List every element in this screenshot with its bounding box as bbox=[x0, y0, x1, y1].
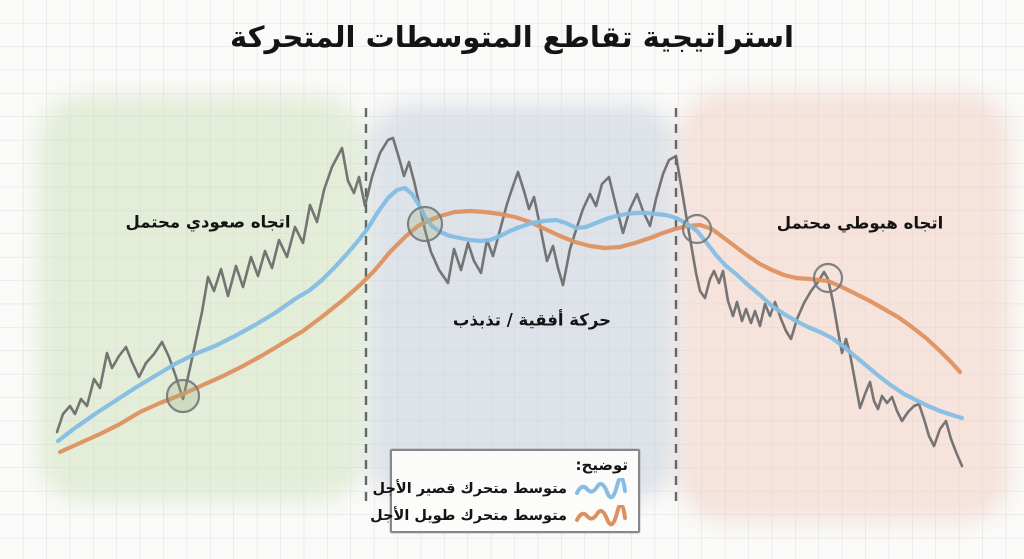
sideways-label: حركة أفقية / تذبذب bbox=[452, 310, 612, 330]
page-title: استراتيجية تقاطع المتوسطات المتحركة bbox=[230, 20, 794, 54]
legend-item-short-ma: متوسط متحرك قصير الأجل bbox=[373, 475, 628, 502]
crossover-marker bbox=[681, 213, 713, 245]
crossover-marker bbox=[812, 262, 844, 294]
legend-box: توضيح: متوسط متحرك قصير الأجل متوسط متحر… bbox=[370, 449, 640, 533]
legend-item-long-ma: متوسط متحرك طويل الأجل bbox=[370, 502, 628, 529]
legend-label-long-ma: متوسط متحرك طويل الأجل bbox=[370, 507, 567, 524]
long-ma-line bbox=[57, 208, 963, 455]
long-ma-swatch-icon bbox=[575, 504, 627, 526]
short-ma-line bbox=[55, 185, 965, 444]
crossover-marker bbox=[406, 205, 444, 243]
legend-label-short-ma: متوسط متحرك قصير الأجل bbox=[372, 480, 567, 497]
legend-heading: توضيح: bbox=[575, 456, 628, 474]
region-dividers bbox=[364, 108, 678, 506]
downtrend-label: اتجاه هبوطي محتمل bbox=[776, 213, 944, 233]
downtrend-region bbox=[678, 92, 1010, 522]
sideways-region bbox=[369, 104, 674, 500]
crossover-marker bbox=[165, 378, 201, 414]
price-line bbox=[55, 136, 964, 468]
crossover-markers bbox=[165, 205, 844, 414]
uptrend-label: اتجاه صعودي محتمل bbox=[125, 212, 291, 232]
short-ma-swatch-icon bbox=[575, 477, 627, 499]
